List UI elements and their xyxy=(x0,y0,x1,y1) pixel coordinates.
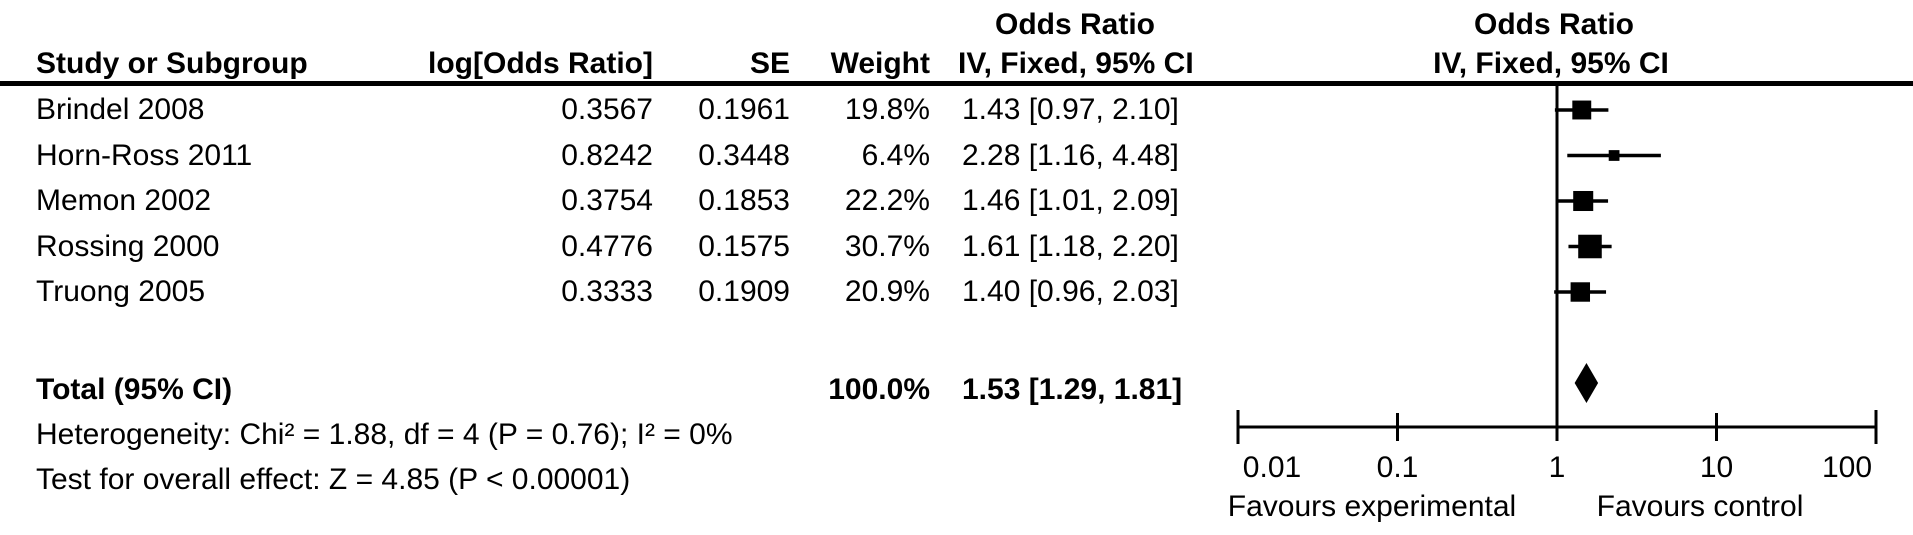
favours-right-label: Favours control xyxy=(1597,490,1804,523)
study-log-or: 0.3567 xyxy=(561,93,653,126)
graph-header-line2: IV, Fixed, 95% CI xyxy=(1433,47,1669,80)
total-diamond xyxy=(1574,363,1599,403)
axis-tick xyxy=(1555,413,1559,441)
study-log-or: 0.8242 xyxy=(561,139,653,172)
study-log-or: 0.4776 xyxy=(561,230,653,263)
favours-left-label: Favours experimental xyxy=(1228,490,1516,523)
study-se: 0.1575 xyxy=(698,230,790,263)
axis-tick-label: 10 xyxy=(1700,451,1733,484)
col-header-log-odds-ratio: log[Odds Ratio] xyxy=(428,47,653,80)
study-weight: 30.7% xyxy=(844,230,930,263)
study-se: 0.1909 xyxy=(698,275,790,308)
graph-header-line1: Odds Ratio xyxy=(1473,8,1635,41)
study-marker xyxy=(1608,150,1620,161)
study-weight: 22.2% xyxy=(844,184,930,217)
header-rule xyxy=(0,81,1913,86)
study-log-or: 0.3754 xyxy=(561,184,653,217)
col-header-study: Study or Subgroup xyxy=(36,47,308,80)
study-se: 0.1853 xyxy=(698,184,790,217)
col-header-weight: Weight xyxy=(830,47,930,80)
total-weight: 100.0% xyxy=(828,373,930,406)
study-weight: 19.8% xyxy=(844,93,930,126)
axis-tick-label: 0.1 xyxy=(1377,451,1419,484)
axis-tick xyxy=(1396,413,1399,441)
col-header-se: SE xyxy=(749,47,790,80)
axis-tick-label: 1 xyxy=(1549,451,1566,484)
axis-tick xyxy=(1715,413,1718,441)
study-name: Rossing 2000 xyxy=(36,230,220,263)
study-weight: 20.9% xyxy=(844,275,930,308)
study-name: Brindel 2008 xyxy=(36,93,205,126)
study-marker xyxy=(1570,282,1591,302)
axis-tick xyxy=(1874,410,1878,444)
study-ci-text: 1.61 [1.18, 2.20] xyxy=(962,230,1179,263)
axis-tick xyxy=(1236,410,1240,444)
study-se: 0.1961 xyxy=(698,93,790,126)
study-marker xyxy=(1578,234,1602,259)
col-header-ci: IV, Fixed, 95% CI xyxy=(958,47,1194,80)
axis-tick-label: 100 xyxy=(1822,451,1872,484)
overall-effect-text: Test for overall effect: Z = 4.85 (P < 0… xyxy=(36,463,631,496)
study-ci-text: 1.40 [0.96, 2.03] xyxy=(962,275,1179,308)
study-name: Horn-Ross 2011 xyxy=(36,139,253,172)
study-weight: 6.4% xyxy=(861,139,930,172)
study-se: 0.3448 xyxy=(698,139,790,172)
study-name: Memon 2002 xyxy=(36,184,212,217)
study-ci-text: 1.46 [1.01, 2.09] xyxy=(962,184,1179,217)
study-marker xyxy=(1573,190,1594,212)
left-effect-header-line1: Odds Ratio xyxy=(994,8,1156,41)
total-label: Total (95% CI) xyxy=(36,373,233,406)
heterogeneity-text: Heterogeneity: Chi² = 1.88, df = 4 (P = … xyxy=(36,418,733,451)
axis-tick-label: 0.01 xyxy=(1243,451,1301,484)
no-effect-line xyxy=(1555,86,1559,429)
study-log-or: 0.3333 xyxy=(561,275,653,308)
total-ci-text: 1.53 [1.29, 1.81] xyxy=(962,373,1183,406)
study-ci-text: 2.28 [1.16, 4.48] xyxy=(962,139,1179,172)
study-ci-text: 1.43 [0.97, 2.10] xyxy=(962,93,1179,126)
study-marker xyxy=(1572,100,1592,120)
study-name: Truong 2005 xyxy=(36,275,206,308)
